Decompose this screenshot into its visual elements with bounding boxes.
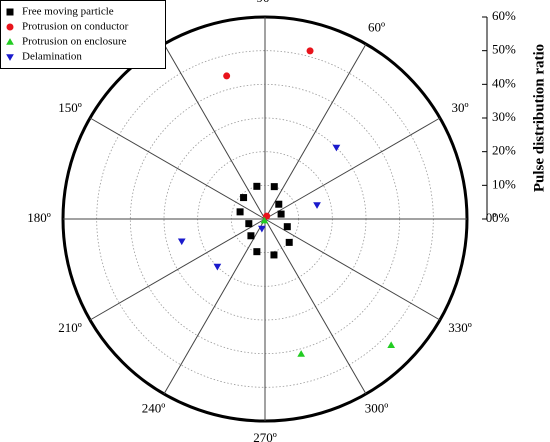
angle-label: 60º (368, 19, 385, 34)
spoke (264, 43, 367, 220)
marker (275, 200, 283, 208)
angle-label: 90º (256, 0, 273, 5)
marker (387, 341, 396, 348)
angle-label: 0º (486, 210, 497, 225)
spoke (163, 218, 266, 395)
spoke (89, 218, 266, 321)
marker (270, 251, 278, 259)
marker (236, 208, 244, 216)
angle-label: 270º (253, 430, 277, 442)
marker (6, 38, 14, 45)
marker (6, 54, 14, 61)
marker (270, 183, 278, 191)
spoke (264, 218, 367, 395)
legend-label: Protrusion on enclosure (22, 36, 127, 48)
marker (213, 263, 222, 271)
y-tick-label: 20% (492, 143, 516, 158)
marker (245, 220, 253, 228)
marker (297, 350, 306, 357)
marker (6, 8, 14, 16)
legend-box (0, 0, 166, 69)
angle-label: 180º (27, 210, 51, 225)
marker (253, 182, 261, 190)
angle-label: 240º (142, 401, 166, 416)
legend-label: Free moving particle (22, 6, 114, 18)
y-tick-label: 30% (492, 109, 516, 124)
spoke (89, 117, 266, 220)
marker (313, 202, 321, 209)
y-tick-label: 50% (492, 42, 516, 57)
legend-label: Delamination (22, 51, 82, 63)
marker (223, 72, 231, 80)
y-tick-label: 0% (492, 210, 510, 225)
marker (247, 232, 255, 240)
marker (306, 47, 314, 55)
marker (285, 238, 293, 246)
marker (258, 225, 266, 233)
spoke (264, 218, 441, 321)
marker (253, 248, 261, 256)
spoke (163, 43, 266, 220)
marker (283, 223, 291, 231)
spoke (264, 117, 441, 220)
angle-label: 330º (448, 320, 472, 335)
marker (260, 216, 269, 224)
legend-label: Protrusion on conductor (22, 21, 129, 33)
legend: Free moving particle Protrusion on conduc… (0, 0, 166, 69)
y-tick-label: 10% (492, 176, 516, 191)
marker (332, 144, 341, 152)
angle-label: 300º (365, 401, 389, 416)
marker (240, 194, 248, 202)
angle-label: 210º (58, 320, 82, 335)
marker (277, 210, 285, 218)
marker (177, 238, 186, 246)
y-tick-label: 40% (492, 75, 516, 90)
marker (6, 23, 14, 31)
angle-label: 150º (58, 100, 82, 115)
angle-label: 30º (452, 100, 469, 115)
y-tick-label: 60% (492, 8, 516, 23)
y-axis-title: Pulse distribution ratio (531, 44, 547, 192)
